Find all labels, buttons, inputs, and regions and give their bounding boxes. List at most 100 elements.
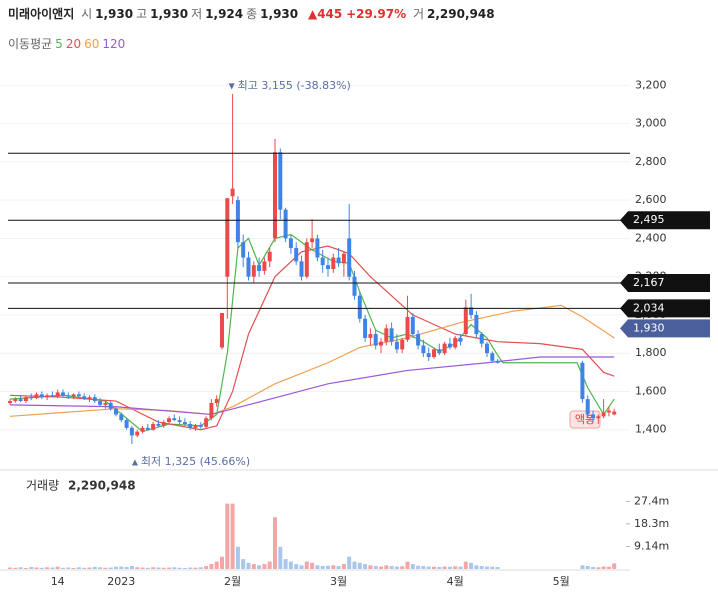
candle-body [172,418,177,421]
volume-bar [331,565,336,569]
candle-body [363,318,368,338]
volume-bar [352,561,357,569]
volume-total: 2,290,948 [68,479,136,493]
volume-bar [188,567,193,569]
volume-bar [129,566,134,569]
candle-body [262,261,267,271]
candle-body [601,412,606,417]
level-label: 2,167 [633,276,665,289]
current-tag [620,319,710,338]
candle-body [331,257,336,269]
volume-bar [384,565,389,569]
y-tick-label: 1,600 [635,384,667,397]
volume-bar [363,564,368,569]
candle-body [400,339,405,350]
volume-bar [55,566,60,569]
ma-legend: 이동평균 5 20 60 120 [8,35,128,52]
volume-bar [596,567,601,569]
volume-bar [45,567,50,569]
candle-body [389,328,394,342]
ma-line [9,356,615,416]
volume-bar [320,566,325,569]
volume-bar [198,567,203,569]
candle-body [167,418,171,423]
volume-bar [225,503,230,569]
candle-body [257,265,262,271]
volume-bar [580,565,585,569]
candle-body [585,399,590,415]
volume-bar [151,567,156,569]
volume-bar [220,556,224,569]
volume-bar [278,546,283,569]
x-tick-label: 2월 [224,575,241,588]
y-tick-label: 2,600 [635,193,667,206]
volume-bar [304,561,309,569]
change-value: 445 [317,7,343,21]
volume-bar [432,566,436,569]
candle-body [591,414,595,419]
volume-bar [326,565,330,569]
volume-bar [257,565,262,569]
volume-bar [76,567,81,569]
volume-bar [442,566,447,569]
volume-bar [230,503,235,569]
volume-bar [119,566,124,569]
candle-body [34,394,39,399]
volume-bar [39,567,44,569]
candle-body [98,401,103,405]
candle-body [204,418,209,427]
candle-body [606,410,611,413]
x-tick-label: 2023 [107,575,135,588]
candle-body [103,402,108,405]
volume-tick-label: 18.3m [634,517,669,530]
volume-bar [394,566,399,569]
candle-body [114,408,118,415]
volume-bar [591,567,595,569]
candle-body [495,360,500,363]
candle-body [453,337,458,348]
volume-bar [447,566,452,569]
volume-bar [341,564,346,569]
y-tick-label: 1,800 [635,346,667,359]
candle-body [39,394,44,398]
stock-name: 미래아이앤지 [8,7,75,21]
volume-bar [495,567,500,569]
candle-body [458,337,463,342]
field-value: 1,924 [205,7,244,21]
candle-body [463,307,468,335]
candle-body [193,424,198,428]
y-tick-label: 3,200 [635,78,667,91]
volume-bar [262,564,267,569]
candle-body [225,198,230,277]
volume-bar [92,567,97,569]
volume-bar [469,562,474,569]
volume-bar [214,561,219,569]
level-tag [620,299,710,318]
candle-body [188,423,193,428]
candle-body [490,353,495,361]
change-pct: +29.97% [346,7,407,21]
candle-body [294,247,299,262]
volume-bar [267,561,272,569]
volume-bar [235,546,240,569]
candle-body [326,265,330,269]
candle-body [426,353,431,358]
volume-bar [410,564,415,569]
volume-bar [8,567,12,569]
candle-body [182,422,187,424]
low-marker: ▲ [132,458,139,467]
volume-bar [283,559,288,569]
candle-body [151,423,156,430]
candle-body [336,257,341,264]
change: ▲445 +29.97% [307,7,407,21]
candle-body [92,397,97,402]
volume-bar [421,566,426,569]
volume-bar [405,561,410,569]
ma-legend-item: 120 [102,37,126,51]
volume-bar [310,562,315,569]
volume-bar [209,564,214,569]
candle-body [129,427,134,436]
candle-body [469,307,474,315]
candle-body [405,316,410,340]
volume-bar [172,567,177,569]
